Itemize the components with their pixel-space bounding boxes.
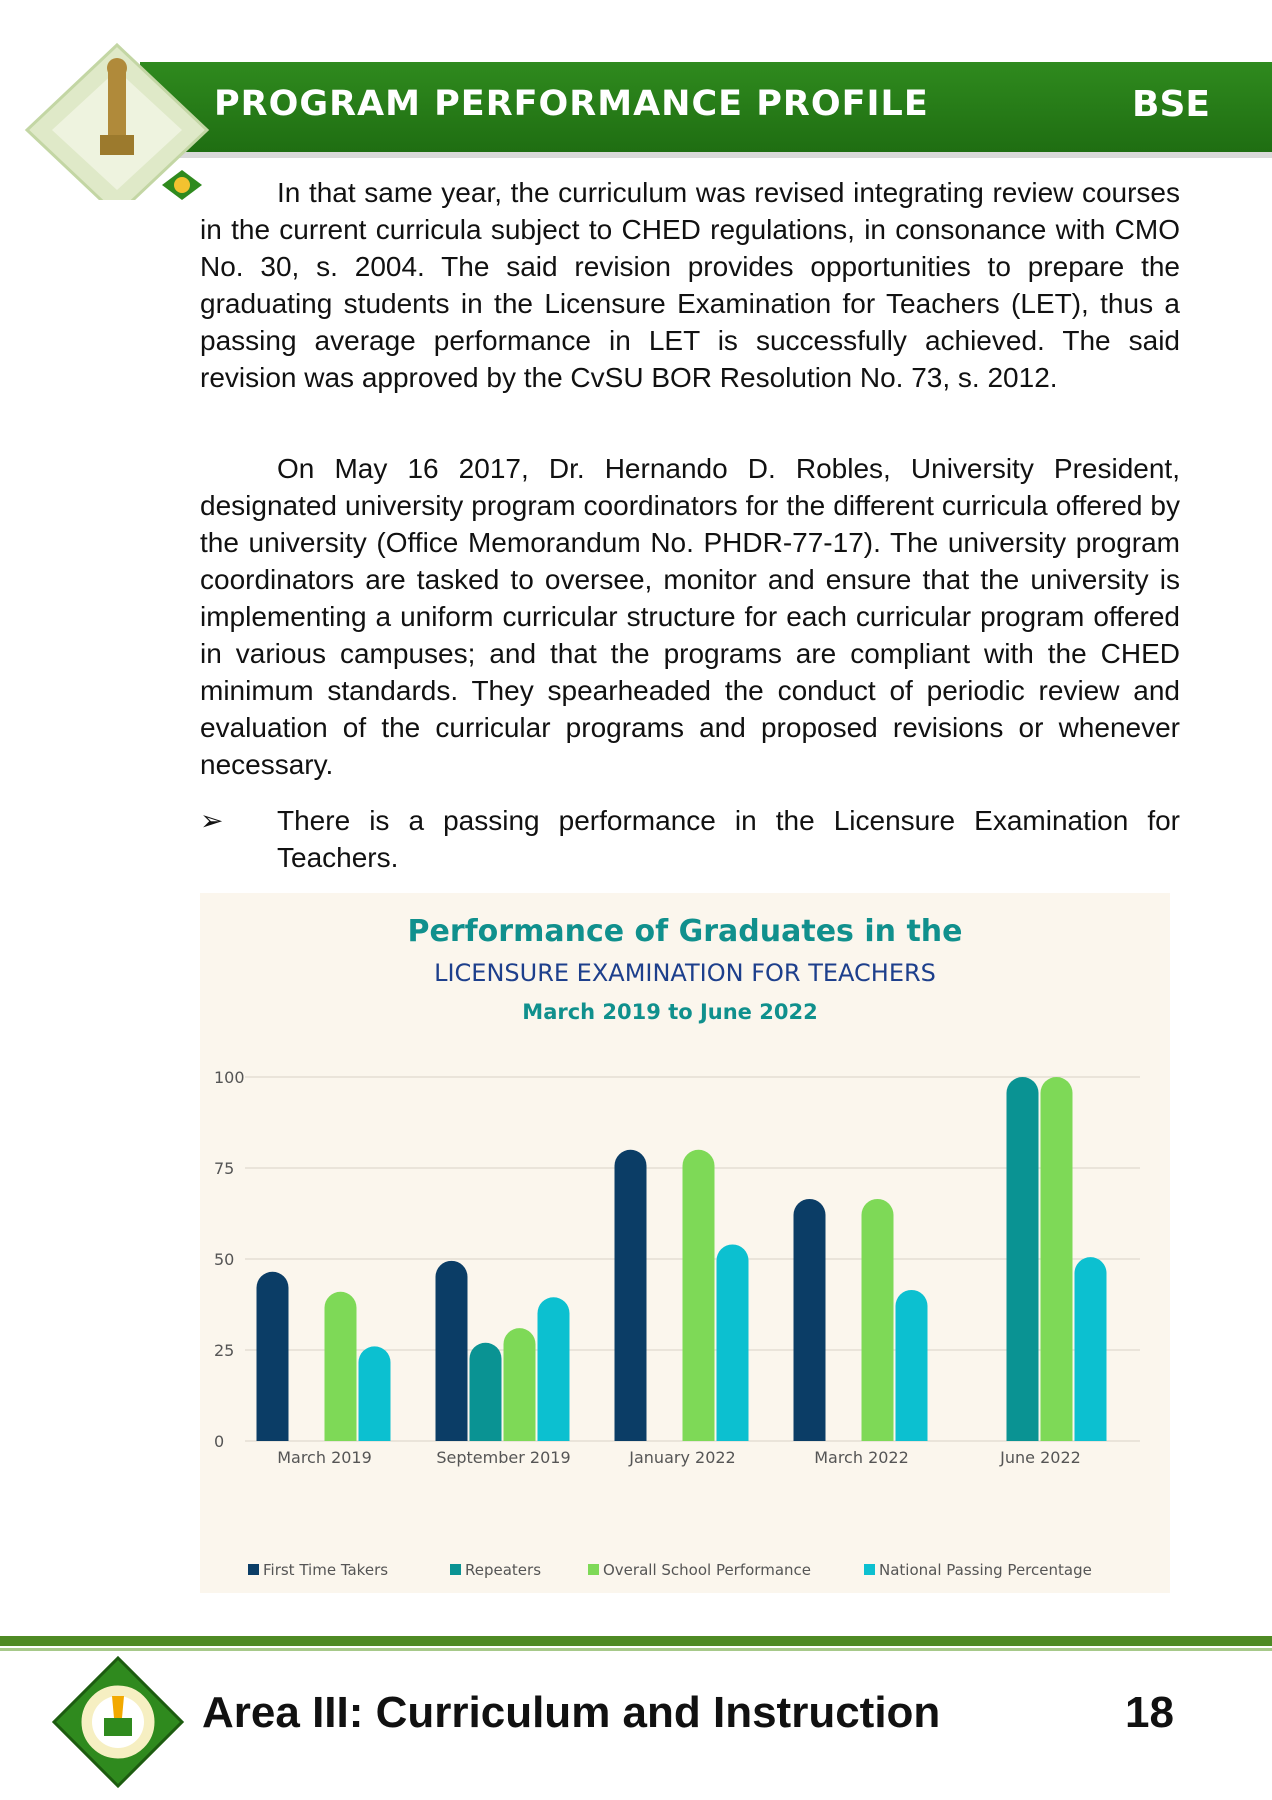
bar-repeaters [1006, 1077, 1039, 1441]
bar-overall-school-performance [1040, 1077, 1073, 1441]
legend-label: First Time Takers [263, 1561, 388, 1579]
university-emblem-icon [24, 42, 210, 200]
bar-national-passing-percentage [358, 1346, 391, 1441]
bar-national-passing-percentage [895, 1289, 928, 1441]
footer-rule-thin [0, 1648, 1272, 1651]
university-seal-icon [52, 1656, 184, 1788]
chart-date-range: March 2019 to June 2022 [522, 1000, 817, 1024]
paragraph-program-coordinators: On May 16 2017, Dr. Hernando D. Robles, … [200, 453, 1180, 780]
chart-title: Performance of Graduates in the [408, 914, 963, 949]
y-tick-label: 50 [214, 1250, 234, 1269]
x-tick-label: September 2019 [436, 1448, 570, 1467]
program-code: BSE [1132, 84, 1210, 125]
y-tick-label: 0 [214, 1432, 224, 1451]
bar-first-time-takers [256, 1271, 289, 1441]
bar-first-time-takers [793, 1198, 826, 1441]
legend-label: National Passing Percentage [879, 1561, 1092, 1579]
y-tick-label: 25 [214, 1341, 234, 1360]
legend-swatch [588, 1564, 599, 1575]
bar-national-passing-percentage [1074, 1257, 1107, 1441]
bar-overall-school-performance [861, 1198, 894, 1441]
legend-label: Repeaters [465, 1561, 541, 1579]
bar-repeaters [469, 1342, 502, 1441]
chart-canvas: Performance of Graduates in the LICENSURE… [214, 914, 1140, 1579]
let-performance-chart: Performance of Graduates in the LICENSURE… [200, 893, 1170, 1593]
bullet-arrow-icon: ➢ [200, 805, 224, 836]
legend-swatch [248, 1564, 259, 1575]
bar-overall-school-performance [682, 1149, 715, 1441]
legend-swatch [864, 1564, 875, 1575]
bullet-passing-performance: There is a passing performance in the Li… [277, 805, 1180, 873]
x-tick-label: June 2022 [999, 1448, 1081, 1467]
header-title: PROGRAM PERFORMANCE PROFILE [214, 84, 929, 124]
footer-rule [0, 1636, 1272, 1646]
x-tick-label: March 2019 [277, 1448, 372, 1467]
legend-label: Overall School Performance [603, 1561, 811, 1579]
x-tick-label: January 2022 [628, 1448, 735, 1467]
header-bar [140, 62, 1272, 152]
bar-first-time-takers [435, 1260, 468, 1441]
bar-first-time-takers [614, 1149, 647, 1441]
x-tick-label: March 2022 [814, 1448, 909, 1467]
paragraph-curriculum-revision: In that same year, the curriculum was re… [200, 177, 1180, 393]
bar-overall-school-performance [324, 1291, 357, 1441]
footer-area-title: Area III: Curriculum and Instruction [202, 1688, 941, 1737]
y-tick-label: 75 [214, 1159, 234, 1178]
bar-overall-school-performance [503, 1328, 536, 1441]
bar-national-passing-percentage [537, 1297, 570, 1441]
legend-swatch [450, 1564, 461, 1575]
chart-subtitle: LICENSURE EXAMINATION FOR TEACHERS [434, 959, 936, 987]
y-tick-label: 100 [214, 1068, 245, 1087]
bar-national-passing-percentage [716, 1244, 749, 1441]
page-number: 18 [1125, 1688, 1174, 1737]
